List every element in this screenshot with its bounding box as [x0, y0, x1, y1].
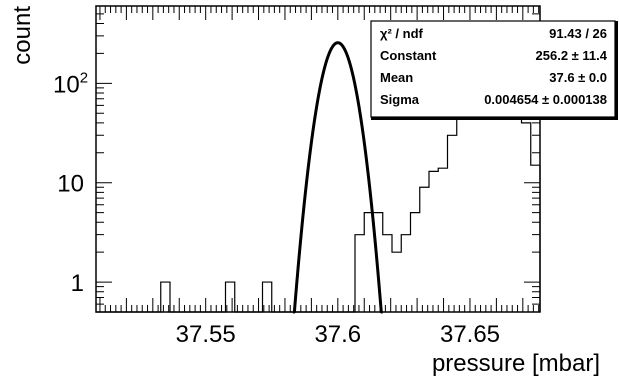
- stats-row-value: 37.6 ± 0.0: [549, 70, 607, 85]
- y-tick-label: 10: [57, 171, 84, 198]
- stats-box: χ² / ndf 91.43 / 26 Constant 256.2 ± 11.4 Me…: [370, 20, 618, 120]
- stats-row-value: 256.2 ± 11.4: [536, 48, 608, 63]
- histogram-steps: [96, 44, 541, 313]
- x-tick-label: 37.6: [314, 321, 361, 348]
- stats-row-label: χ² / ndf: [380, 26, 424, 41]
- x-axis-title: pressure [mbar]: [432, 350, 600, 377]
- stats-row-label: Mean: [380, 70, 413, 85]
- x-tick-label: 37.55: [176, 321, 236, 348]
- y-axis-title: count: [9, 6, 36, 65]
- x-tick-label: 37.65: [440, 321, 500, 348]
- stats-row-label: Sigma: [380, 92, 420, 107]
- stats-row-label: Constant: [380, 48, 437, 63]
- y-tick-label: 1: [71, 270, 84, 297]
- stats-row-value: 0.004654 ± 0.000138: [484, 92, 607, 107]
- y-tick-label: 102: [53, 69, 88, 98]
- gaussian-fit-curve: [292, 41, 383, 314]
- stats-row-value: 91.43 / 26: [549, 26, 607, 41]
- tick-labels: 37.55 37.6 37.65 1 10 102: [53, 69, 500, 348]
